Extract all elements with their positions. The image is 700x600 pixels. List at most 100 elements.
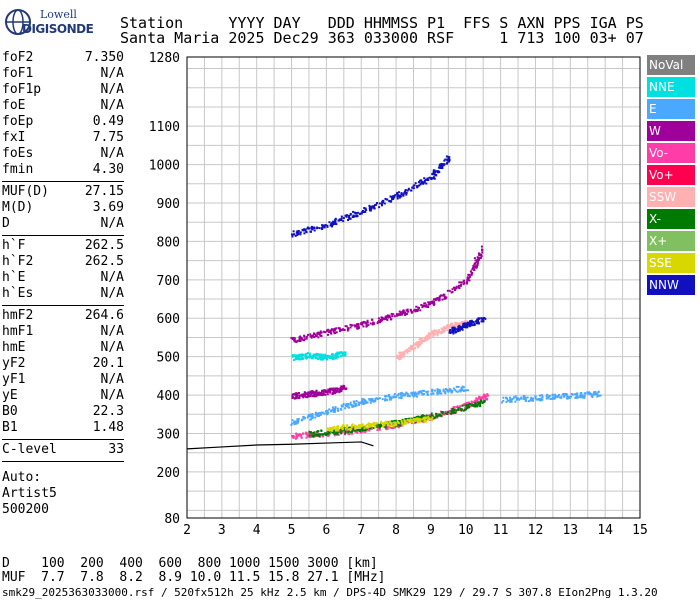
data-point	[465, 407, 468, 410]
data-point	[330, 427, 333, 430]
data-point	[570, 392, 573, 395]
data-point	[306, 356, 309, 359]
data-point	[439, 163, 442, 166]
data-point	[448, 159, 451, 162]
data-point	[432, 332, 435, 335]
data-point	[309, 395, 312, 398]
data-point	[355, 214, 358, 217]
data-point	[318, 414, 321, 417]
data-point	[424, 417, 427, 420]
data-point	[362, 210, 365, 213]
data-point	[351, 405, 354, 408]
data-point	[455, 385, 458, 388]
data-point	[319, 433, 322, 436]
param-row: h`F2 262.5	[2, 254, 124, 270]
param-value: N/A	[100, 216, 124, 231]
data-point	[462, 326, 465, 329]
data-point	[452, 387, 455, 390]
plot-frame	[186, 56, 641, 519]
data-point	[364, 424, 367, 427]
data-point	[343, 387, 346, 390]
data-point	[442, 330, 445, 333]
data-point	[443, 163, 446, 166]
data-point	[384, 426, 387, 429]
data-point	[390, 398, 393, 401]
param-row: M(D) 3.69	[2, 200, 124, 216]
data-point	[477, 258, 480, 261]
data-point	[305, 337, 308, 340]
param-row: hmF2 264.6	[2, 308, 124, 324]
data-point	[577, 396, 580, 399]
data-point	[334, 433, 337, 436]
param-name: foEp	[2, 114, 34, 129]
data-point	[364, 430, 367, 433]
data-point	[330, 223, 333, 226]
data-point	[366, 401, 369, 404]
data-point	[351, 428, 354, 431]
data-point	[477, 322, 480, 325]
data-point	[414, 342, 417, 345]
data-point	[313, 336, 316, 339]
data-point	[402, 424, 405, 427]
data-point	[319, 330, 322, 333]
data-point	[427, 333, 430, 336]
data-point	[476, 398, 479, 401]
data-point	[332, 388, 335, 391]
param-row: hmF1 N/A	[2, 324, 124, 340]
data-point	[390, 427, 393, 430]
data-point	[383, 421, 386, 424]
data-point	[353, 324, 356, 327]
data-point	[460, 408, 463, 411]
data-point	[388, 420, 391, 423]
data-point	[381, 398, 384, 401]
data-point	[452, 411, 455, 414]
data-point	[482, 394, 485, 397]
data-point	[399, 357, 402, 360]
data-point	[353, 400, 356, 403]
data-point	[397, 314, 400, 317]
data-point	[464, 325, 467, 328]
data-point	[361, 425, 364, 428]
data-point	[381, 422, 384, 425]
data-point	[353, 405, 356, 408]
data-point	[414, 310, 417, 313]
data-point	[298, 354, 301, 357]
data-point	[455, 285, 458, 288]
data-point	[303, 335, 306, 338]
data-point	[449, 389, 452, 392]
data-point	[474, 259, 477, 262]
data-point	[527, 400, 530, 403]
data-point	[476, 401, 479, 404]
param-row: B1 1.48	[2, 420, 124, 436]
data-point	[364, 428, 367, 431]
data-point	[431, 388, 434, 391]
data-point	[341, 386, 344, 389]
data-point	[471, 404, 474, 407]
data-point	[450, 410, 453, 413]
data-point	[468, 325, 471, 328]
data-point	[446, 159, 449, 162]
data-point	[478, 258, 481, 261]
data-point	[296, 230, 299, 233]
data-point	[329, 391, 332, 394]
data-point	[413, 419, 416, 422]
data-point	[357, 322, 360, 325]
data-point	[362, 402, 365, 405]
param-name: fmin	[2, 162, 34, 177]
data-point	[556, 396, 559, 399]
data-point	[329, 389, 332, 392]
data-point	[400, 391, 403, 394]
data-point	[397, 426, 400, 429]
param-row: hmE N/A	[2, 340, 124, 356]
data-point	[306, 227, 309, 230]
data-point	[397, 422, 400, 425]
data-point	[518, 398, 521, 401]
data-point	[344, 214, 347, 217]
data-point	[362, 426, 365, 429]
data-point	[456, 405, 459, 408]
data-point	[320, 331, 323, 334]
data-point	[463, 320, 466, 323]
data-point	[441, 328, 444, 331]
data-point	[398, 419, 401, 422]
data-point	[301, 337, 304, 340]
